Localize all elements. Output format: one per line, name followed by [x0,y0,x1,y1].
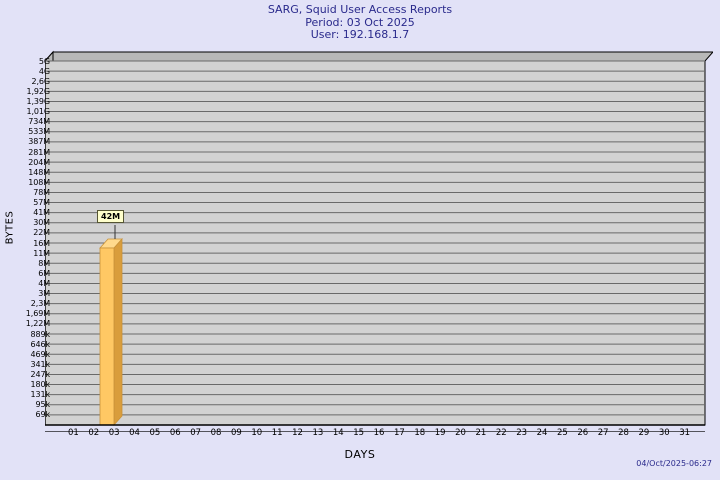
x-axis-tick-label: 27 [597,428,609,438]
x-axis-tick-label: 06 [169,428,181,438]
bar-side-face [113,237,123,427]
y-axis-tick-label: 41M [33,208,50,218]
x-axis-tick-label: 28 [618,428,629,438]
page-title: SARG, Squid User Access Reports [267,3,453,16]
x-axis-tick-label: 29 [638,428,650,438]
x-axis-tick-label: 20 [455,428,466,438]
x-axis-tick-labels: 01 02 03 04 05 06 07 08 09 10 11 12 13 14 15 16 17 18 19 20… [53,428,705,442]
x-axis-tick-label: 09 [230,428,242,438]
y-axis-tick-label: 341k [30,359,50,369]
y-axis-tick-label: 57M [33,198,50,208]
y-axis-tick-label: 387M [28,137,50,147]
x-axis-tick-label: 10 [251,428,263,438]
y-axis-tick-label: 3M [38,289,50,299]
x-axis-tick-label: 15 [353,428,365,438]
bar-day-03 [99,225,123,427]
y-axis-tick-label: 16M [33,238,50,248]
x-axis-tick-label: 30 [658,428,670,438]
plot-depth-top [45,51,713,62]
x-axis-tick-label: 26 [577,428,589,438]
x-axis-tick-label: 11 [271,428,283,438]
x-axis-tick-label: 02 [88,428,100,438]
y-axis-tick-label: 22M [33,228,50,238]
x-axis-tick-label: 13 [312,428,324,438]
y-axis-tick-label: 131k [30,390,50,400]
x-axis-tick-label: 16 [373,428,385,438]
y-axis-tick-label: 5G [38,56,50,66]
y-axis-tick-label: 533M [28,127,50,137]
y-axis-tick-label: 281M [28,147,50,157]
y-axis-tick-label: 2,3M [30,299,50,309]
y-axis-tick-label: 108M [28,177,50,187]
plot-area: 42M [45,50,713,432]
y-axis-tick-label: 1,01G [26,107,50,117]
y-axis-tick-label: 180k [30,380,50,390]
x-axis-tick-label: 05 [149,428,161,438]
x-axis-tick-label: 07 [190,428,202,438]
y-axis-tick-label: 247k [30,369,50,379]
x-axis-tick-label: 08 [210,428,222,438]
y-axis-tick-label: 889k [30,329,50,339]
y-axis-tick-label: 30M [33,218,50,228]
x-axis-tick-label: 14 [332,428,344,438]
x-axis-title: DAYS [344,448,376,461]
y-axis-tick-label: 469k [30,349,50,359]
x-axis-tick-label: 19 [434,428,446,438]
report-user: User: 192.168.1.7 [310,28,410,42]
y-axis-tick-label: 204M [28,157,50,167]
y-axis-tick-labels: 5G 4G 2,6G 1,92G 1,39G 1,01G 734M 533M 387M 281M 2… [0,56,50,425]
x-axis-tick-label: 03 [108,428,120,438]
y-axis-tick-label: 2,6G [31,76,50,86]
bar-front-face [99,247,115,426]
y-axis-tick-label: 646k [30,339,50,349]
y-axis-tick-label: 4G [38,66,50,76]
bar-value-callout: 42M [97,210,125,223]
x-axis-tick-label: 17 [393,428,405,438]
y-axis-tick-label: 11M [33,248,50,258]
y-axis-tick-label: 1,92G [26,86,50,96]
x-axis-tick-label: 22 [495,428,507,438]
y-axis-tick-label: 4M [38,278,50,288]
x-axis-tick-label: 23 [516,428,528,438]
x-axis-tick-label: 04 [129,428,140,438]
y-axis-tick-label: 78M [33,187,50,197]
y-axis-tick-label: 1,39G [26,96,50,106]
x-axis-tick-label: 24 [536,428,548,438]
plot-svg [45,50,713,432]
x-axis-tick-label: 18 [414,428,426,438]
y-axis-tick-label: 1,22M [25,319,50,329]
y-axis-tick-label: 148M [28,167,50,177]
y-axis-tick-label: 8M [38,258,50,268]
y-axis-title: BYTES [4,210,16,245]
y-axis-tick-label: 95k [35,400,50,410]
x-axis-tick-label: 31 [679,428,691,438]
generated-timestamp: 04/Oct/2025-06:27 [636,459,712,468]
x-axis-tick-label: 01 [67,428,79,438]
y-axis-tick-label: 6M [38,268,50,278]
y-axis-tick-label: 1,69M [25,309,50,319]
x-axis-tick-label: 25 [556,428,568,438]
x-axis-tick-label: 12 [292,428,303,438]
y-axis-tick-label: 69k [35,410,50,420]
y-axis-tick-label: 734M [28,117,50,127]
chart-title-block: SARG, Squid User Access Reports Period: … [0,3,720,42]
x-axis-tick-label: 21 [475,428,487,438]
report-period: Period: 03 Oct 2025 [305,15,415,29]
